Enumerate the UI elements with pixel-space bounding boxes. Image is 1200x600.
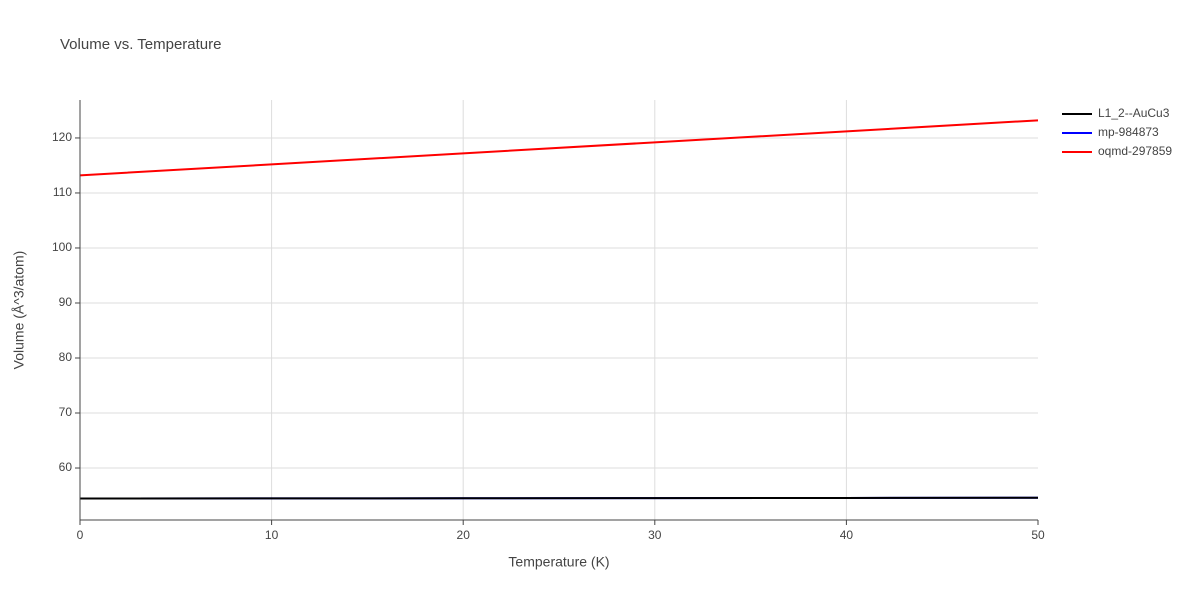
y-tick-label: 120 (52, 130, 72, 144)
y-tick-label: 80 (59, 350, 73, 364)
x-tick-label: 40 (840, 528, 854, 542)
legend-label: oqmd-297859 (1098, 144, 1172, 158)
y-tick-label: 70 (59, 405, 73, 419)
x-tick-label: 30 (648, 528, 662, 542)
y-tick-label: 110 (53, 185, 72, 199)
plot-area (79, 119, 1039, 500)
y-tick-label: 60 (59, 460, 73, 474)
x-tick-label: 0 (77, 528, 84, 542)
legend-label: L1_2--AuCu3 (1098, 106, 1170, 120)
y-axis-title: Volume (Å^3/atom) (11, 251, 27, 370)
grid (80, 100, 1038, 520)
series-line (79, 496, 1039, 500)
x-tick-label: 50 (1031, 528, 1045, 542)
x-tick-label: 10 (265, 528, 279, 542)
y-tick-label: 90 (59, 295, 73, 309)
y-tick-label: 100 (52, 240, 72, 254)
series-line (79, 119, 1039, 177)
chart-title: Volume vs. Temperature (60, 36, 221, 53)
x-tick-label: 20 (457, 528, 471, 542)
x-axis-title: Temperature (K) (508, 554, 609, 570)
legend-label: mp-984873 (1098, 125, 1159, 139)
